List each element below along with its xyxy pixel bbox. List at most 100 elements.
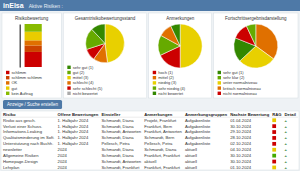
table-cell: Verlust einer Schuss. (3, 124, 42, 129)
rag-indicator (272, 142, 276, 146)
legend-swatch (218, 92, 221, 95)
legend-swatch (153, 76, 156, 79)
legend-swatch (153, 71, 156, 74)
table-cell: 30.10.2024 (230, 159, 252, 164)
button-label[interactable]: Anzeige / Suche erstellen (7, 102, 59, 107)
table-cell: + (285, 165, 288, 170)
button-background[interactable] (3, 100, 62, 109)
legend-label: kein Auftrag (12, 91, 33, 96)
background (0, 0, 300, 171)
table-cell: 1. Halbjahr 2024 (58, 124, 89, 129)
table-cell: 30.10.2024 (230, 153, 252, 158)
rag-indicator (272, 154, 276, 158)
legend-label: nicht bewertet (73, 91, 99, 96)
table-cell: Schmandt, Antworten (102, 129, 142, 134)
pie-slice (105, 24, 124, 63)
table-cell: 1. Halbjahr 2024 (58, 129, 89, 134)
table-cell: aktuell (144, 159, 156, 164)
table-cell: Pellesch, Petra (144, 141, 173, 146)
chart-panel: Fortschrittsergebnisdarstellung sehr gut … (214, 13, 298, 98)
pie (158, 24, 202, 68)
rag-indicator (272, 160, 276, 164)
table-cell: aktuell (185, 159, 197, 164)
pie (86, 24, 125, 63)
table-cell: 1. Halbjahr 2024 (58, 135, 89, 140)
table-header: Anmerkungsgruppen (185, 112, 228, 117)
table-cell: Schmandt, Antworten (102, 159, 142, 164)
table-cell: + (285, 135, 288, 140)
panel-background (2, 13, 61, 98)
page-subtitle: Aktive Risiken : (29, 3, 63, 9)
legend-swatch (153, 86, 156, 89)
legend-swatch (67, 92, 70, 95)
table-cell: + (285, 118, 288, 123)
legend-swatch (6, 81, 9, 84)
chart-panel: Risikobewertung schlimmschlimm schlimmOKg… (2, 13, 61, 98)
rag-indicator (272, 148, 276, 152)
table-cell: Qualitatsminderung im Soft. (3, 135, 54, 140)
table-header: RAG (272, 112, 281, 117)
table-cell: Aufgabenliste (185, 129, 211, 134)
legend-swatch (218, 86, 221, 89)
table-cell: Aufgabenliste (185, 135, 211, 140)
panel-background (149, 13, 212, 98)
table-cell: 01.04.2024 (230, 118, 252, 123)
legend-swatch (67, 71, 70, 74)
table-cell: 01.10.2024 (230, 165, 252, 170)
panel-background (214, 13, 298, 98)
table-cell: Unterstutzung nach Buchh. (3, 141, 53, 146)
table-cell: 1. Halbjahr 2024 (58, 118, 89, 123)
axis-line (20, 25, 21, 68)
table-cell: aktuell (185, 165, 197, 170)
legend-swatch (153, 81, 156, 84)
table-cell: Aufgabenliste (185, 141, 211, 146)
rag-indicator (272, 130, 276, 134)
pie (234, 24, 278, 68)
legend-swatch (6, 86, 9, 89)
table-cell: 2024 (58, 159, 68, 164)
legend: sehr gut (1)sehr klar (2)unter normalniv… (218, 70, 261, 96)
table-cell: Homepage-Design (3, 159, 38, 164)
table-cell: Allgemeine Risiken (3, 153, 39, 158)
table-cell: + (285, 159, 288, 164)
legend-swatch (6, 76, 9, 79)
table-cell: Frankfurt, Antworten (144, 129, 182, 134)
table-cell: + (285, 153, 288, 158)
chart-title: Fortschrittsergebnisdarstellung (225, 16, 287, 21)
table-cell: Frankfurt, Frankfurt (144, 153, 181, 158)
legend-swatch (6, 71, 9, 74)
rag-indicator (272, 118, 276, 122)
panel-background (63, 13, 146, 98)
table-cell: 2024 (58, 153, 68, 158)
bar (25, 24, 42, 32)
pie-slice (92, 24, 105, 43)
legend: sehr gut (1)gut (2)mittel (3)schlecht (4… (67, 65, 103, 96)
chart-title: Risikobewertung (15, 16, 49, 21)
y-axis (20, 25, 21, 68)
legend-swatch (67, 86, 70, 89)
table-cell: 2024 (58, 147, 68, 152)
table-cell: Pellesch, Petra (102, 141, 131, 146)
rag-indicator (272, 166, 276, 170)
legend-swatch (153, 92, 156, 95)
chart-title: Anmerkungen (166, 16, 195, 21)
legend-swatch (6, 92, 9, 95)
pie-slice (246, 24, 255, 46)
table-cell: + (285, 129, 288, 134)
table-cell: Frankfurt, Bern (144, 124, 173, 129)
table-cell: + (285, 124, 288, 129)
legend-swatch (67, 81, 70, 84)
legend-swatch (218, 76, 221, 79)
table-cell: Lehrplan (3, 165, 20, 170)
table-cell: 04.10.2024 (230, 147, 252, 152)
legend: schlimmschlimm schlimmOKgutkein Auftrag (6, 70, 43, 96)
table-cell: newsletter (3, 147, 23, 152)
page-title: inElsa (3, 2, 24, 9)
table-cell: + (285, 141, 288, 146)
table-cell: 2024 (58, 165, 68, 170)
table-cell: aktuell (185, 153, 197, 158)
legend-swatch (218, 71, 221, 74)
table-header: Einsteller (102, 112, 121, 117)
table-cell: 1. Halbjahr 2024 (58, 141, 89, 146)
legend-label: nicht bewertet (158, 91, 184, 96)
